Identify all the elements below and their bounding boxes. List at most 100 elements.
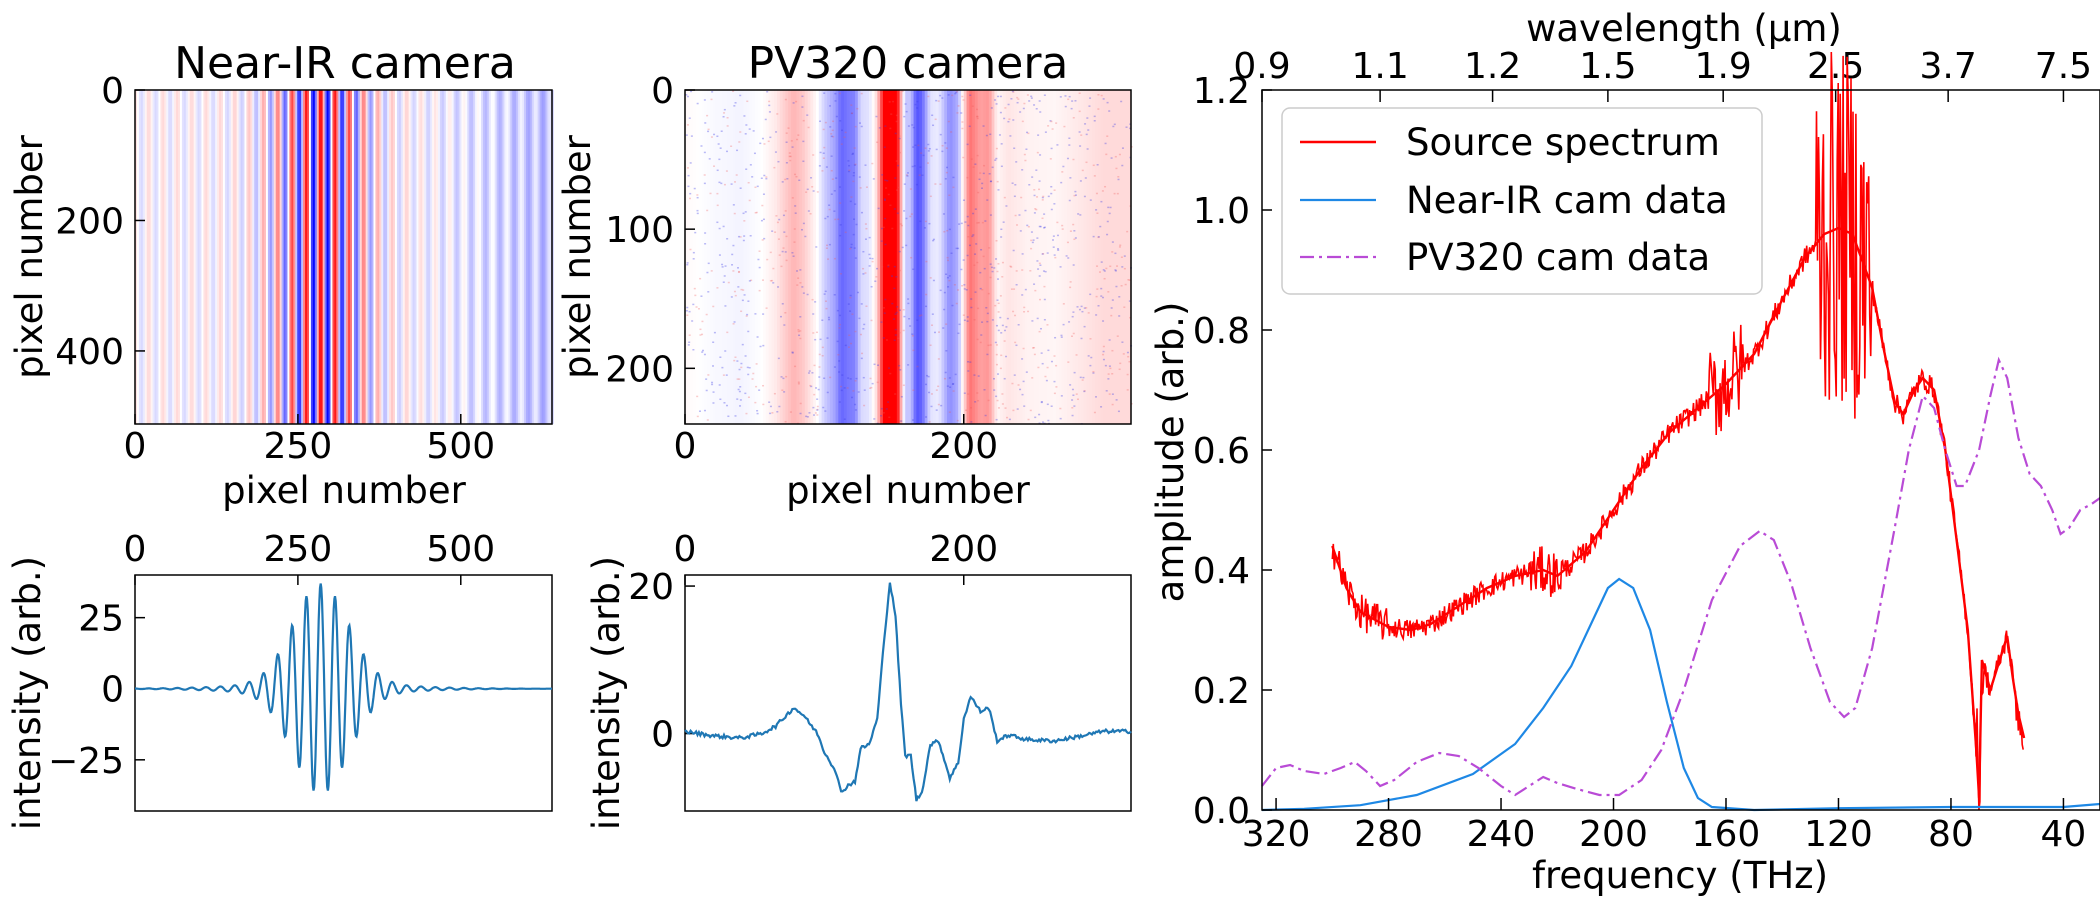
pv320-noise-dot	[991, 319, 994, 321]
pv320-noise-dot	[1069, 281, 1072, 283]
pv320-noise-dot	[1033, 353, 1036, 356]
pv320-noise-dot	[920, 152, 923, 154]
pv320-noise-dot	[995, 147, 998, 150]
pv320-stripe	[958, 90, 962, 424]
pv320-noise-dot	[1109, 367, 1112, 370]
nearir-image-x-tick-label: 0	[124, 426, 147, 467]
nearir-stripe	[174, 90, 177, 424]
nearir-stripe	[267, 90, 271, 424]
pv320-noise-dot	[946, 166, 949, 169]
nearir-stripe	[500, 90, 503, 424]
pv320-noise-dot	[813, 393, 816, 396]
pv320-noise-dot	[799, 412, 802, 415]
pv320-noise-dot	[847, 303, 850, 305]
pv320-profile-x-tick-label: 200	[929, 529, 998, 570]
pv320-stripe	[997, 90, 1001, 424]
pv320-stripe	[899, 90, 903, 424]
pv320-noise-dot	[1038, 330, 1041, 333]
nearir-stripe	[439, 90, 443, 424]
pv320-noise-dot	[865, 227, 868, 230]
pv320-image-frame	[684, 89, 1132, 425]
nearir-stripe	[428, 90, 431, 424]
pv320-noise-dot	[717, 143, 720, 145]
pv320-noise-dot	[790, 140, 793, 142]
pv320-noise-dot	[943, 377, 946, 380]
pv320-noise-dot	[1064, 105, 1067, 108]
pv320-noise-dot	[1117, 176, 1120, 178]
nearir-stripe	[283, 90, 287, 424]
pv320-noise-dot	[852, 174, 855, 177]
pv320-noise-dot	[693, 187, 696, 190]
nearir-stripe	[260, 90, 263, 424]
pv320-noise-dot	[1090, 356, 1093, 359]
pv320-stripe	[1052, 90, 1057, 424]
pv320-noise-dot	[686, 263, 689, 266]
pv320-noise-dot	[731, 264, 734, 266]
spectrum-yticks: 0.00.20.40.60.81.01.2	[1193, 71, 1272, 832]
spectrum-y-tick-label: 0.2	[1193, 671, 1250, 712]
pv320-noise-dot	[772, 267, 775, 270]
pv320-noise-dot	[838, 401, 841, 403]
pv320-noise-dot	[1109, 265, 1112, 268]
legend-source-label: Source spectrum	[1406, 121, 1720, 164]
nearir-stripe	[385, 90, 388, 424]
nearir-stripe	[547, 90, 550, 424]
pv320-noise-dot	[939, 133, 942, 136]
pv320-noise-dot	[1118, 246, 1121, 248]
pv320-noise-dot	[1052, 246, 1055, 248]
nearir-stripe	[269, 90, 273, 424]
pv320-stripe	[1027, 90, 1032, 424]
pv320-noise-dot	[730, 145, 733, 147]
pv320-noise-dot	[899, 223, 902, 225]
pv320-noise-dot	[785, 235, 788, 238]
pv320-noise-dot	[937, 403, 940, 406]
pv320-stripe	[846, 90, 850, 424]
pv320-noise-dot	[746, 366, 749, 369]
pv320-noise-dot	[799, 402, 802, 405]
pv320-noise-dot	[747, 300, 750, 302]
pv320-noise-dot	[785, 141, 788, 143]
nearir-stripe	[457, 90, 460, 424]
pv320-noise-dot	[780, 376, 783, 378]
pv320-noise-dot	[1030, 95, 1033, 98]
pv320-noise-dot	[920, 314, 923, 316]
pv320-noise-dot	[837, 218, 840, 221]
nearir-stripe	[234, 90, 238, 424]
pv320-noise-dot	[925, 305, 928, 308]
pv320-noise-dot	[1017, 324, 1020, 326]
pv320-stripe	[921, 90, 926, 424]
pv320-noise-dot	[895, 311, 898, 314]
pv320-noise-dot	[970, 158, 973, 160]
pv320-noise-dot	[895, 114, 898, 117]
pv320-noise-dot	[1046, 366, 1049, 369]
pv320-noise-dot	[850, 104, 853, 106]
pv320-noise-dot	[740, 310, 743, 313]
pv320-noise-dot	[1111, 241, 1114, 243]
pv320-noise-dot	[814, 301, 817, 303]
pv320-noise-dot	[1112, 125, 1115, 128]
pv320-noise-dot	[743, 220, 746, 222]
pv320-noise-dot	[1014, 184, 1017, 186]
pv320-noise-dot	[705, 389, 708, 392]
nearir-stripe	[353, 90, 357, 424]
nearir-stripe	[383, 90, 386, 424]
pv320-noise-dot	[1028, 100, 1031, 102]
pv320-noise-dot	[838, 360, 841, 362]
pv320-noise-dot	[785, 259, 788, 262]
pv320-noise-dot	[1038, 225, 1041, 228]
pv320-noise-dot	[765, 176, 768, 178]
pv320-noise-dot	[833, 190, 836, 192]
pv320-noise-dot	[701, 333, 704, 336]
pv320-noise-dot	[1033, 346, 1036, 349]
pv320-noise-dot	[1000, 143, 1003, 145]
nearir-stripe	[213, 90, 216, 424]
nearir-stripe	[527, 90, 531, 424]
pv320-noise-dot	[838, 92, 841, 95]
pv320-noise-dot	[1016, 101, 1019, 104]
pv320-noise-dot	[742, 239, 745, 242]
pv320-stripe	[1036, 90, 1040, 424]
pv320-noise-dot	[1081, 169, 1084, 172]
pv320-noise-dot	[1089, 364, 1092, 367]
nearir-stripe	[486, 90, 490, 424]
pv320-noise-dot	[745, 412, 748, 415]
